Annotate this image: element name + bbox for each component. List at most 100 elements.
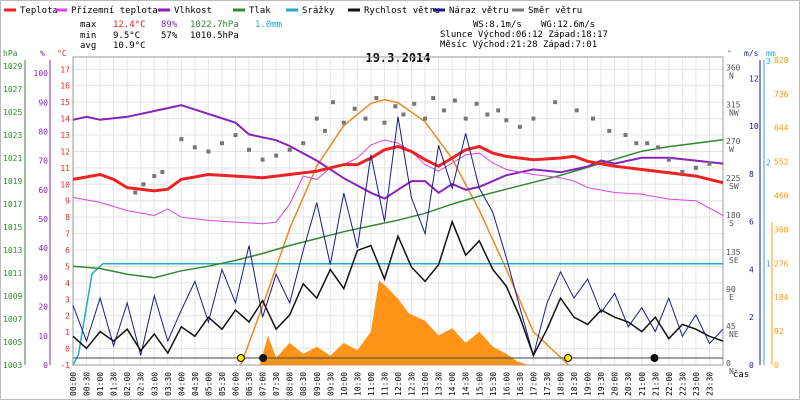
moonset-marker xyxy=(259,354,268,362)
tick-wm2: 460 xyxy=(774,192,789,201)
tick-degc: 14 xyxy=(60,115,70,124)
tick-time: 02:30 xyxy=(137,372,146,396)
tick-dir-label: N xyxy=(729,367,734,376)
legend-label-5: Rychlost větru xyxy=(364,6,440,16)
tick-pct: 70 xyxy=(38,157,48,166)
moon-info: Měsíc Východ:21:28 Západ:7:01 xyxy=(440,40,597,50)
sunset-marker xyxy=(564,354,573,362)
tick-dir-deg: 360 xyxy=(726,63,741,72)
tick-time: 02:00 xyxy=(123,372,132,396)
tick-degc: 9 xyxy=(65,197,70,206)
tick-time: 08:00 xyxy=(286,372,295,396)
tick-time: 22:30 xyxy=(678,372,687,396)
tick-pct: 40 xyxy=(38,244,48,253)
legend-label-4: Srážky xyxy=(302,6,335,16)
tick-time: 00:30 xyxy=(83,372,92,396)
tick-pct: 10 xyxy=(38,332,48,341)
tick-dir-label: NE xyxy=(729,330,739,339)
tick-time: 10:30 xyxy=(353,372,362,396)
wind-direction-point xyxy=(623,133,628,138)
wind-direction-point xyxy=(656,145,660,150)
wind-direction-point xyxy=(179,137,184,142)
axes: hPa1003100510071009101110131015101710191… xyxy=(3,49,789,396)
tick-pct: 20 xyxy=(38,303,48,312)
tick-time: 19:30 xyxy=(597,372,606,396)
stats-block: max 12.4°C 89% 1022.7hPa 1.0mm min 9.5°C… xyxy=(80,20,282,51)
tick-hpa: 1019 xyxy=(3,177,22,186)
tick-wm2: 552 xyxy=(774,158,789,167)
tick-wm2: 828 xyxy=(774,56,789,65)
tick-degc: 15 xyxy=(60,98,70,107)
tick-hpa: 1005 xyxy=(3,338,22,347)
legend: Teplota Přízemní teplota Vlhkost Tlak Srážky… xyxy=(4,6,582,16)
tick-degc: 3 xyxy=(65,295,70,304)
axis-unit-ms: m/s xyxy=(744,49,759,58)
tick-degc: 1 xyxy=(65,328,70,337)
tick-time: 08:30 xyxy=(299,372,308,396)
tick-time: 21:30 xyxy=(651,372,660,396)
wind-direction-point xyxy=(152,174,157,179)
tick-ms: 4 xyxy=(749,265,754,274)
tick-time: 09:00 xyxy=(313,372,322,396)
max-hum: 89% xyxy=(161,20,178,30)
tick-hpa: 1013 xyxy=(3,246,22,255)
tick-dir-deg: 270 xyxy=(726,137,741,146)
wind-direction-point xyxy=(352,106,357,111)
wind-direction-point xyxy=(331,100,335,105)
grid xyxy=(72,56,724,366)
legend-label-1: Přízemní teplota xyxy=(71,6,158,16)
max-label: max xyxy=(80,20,97,30)
axis-unit-dir: ° xyxy=(727,49,732,58)
wind-direction-point xyxy=(401,112,406,117)
tick-ms: 12 xyxy=(749,74,759,83)
wind-direction-point xyxy=(531,116,536,121)
tick-time: 17:30 xyxy=(543,372,552,396)
tick-degc: 5 xyxy=(65,262,70,271)
wind-direction-point xyxy=(219,141,224,146)
tick-time: 16:00 xyxy=(502,372,511,396)
tick-time: 18:00 xyxy=(557,372,566,396)
tick-time: 04:00 xyxy=(177,372,186,396)
tick-time: 01:30 xyxy=(110,372,119,396)
info-block: WS:8.1m/s WG:12.6m/s Slunce Východ:06:12… xyxy=(440,20,608,50)
tick-degc: 16 xyxy=(60,82,70,91)
tick-dir-label: SE xyxy=(729,256,739,265)
wind-direction-point xyxy=(553,100,558,105)
tick-wm2: 368 xyxy=(774,225,789,234)
tick-time: 23:00 xyxy=(692,372,701,396)
tick-time: 14:30 xyxy=(462,372,471,396)
sunrise-marker xyxy=(236,354,245,362)
tick-dir-label: N xyxy=(729,71,734,80)
wind-direction-point xyxy=(517,124,522,129)
axis-unit-degc: °C xyxy=(57,49,67,58)
series-wind-gust xyxy=(72,116,724,358)
tick-ms: 0 xyxy=(749,361,754,370)
series-ground-temperature xyxy=(72,139,724,225)
wind-direction-point xyxy=(322,128,327,133)
tick-degc: 2 xyxy=(65,312,70,321)
tick-dir-label: NW xyxy=(729,108,739,117)
wind-direction-point xyxy=(707,161,712,166)
tick-ms: 10 xyxy=(749,122,759,131)
wind-direction-point xyxy=(141,182,146,187)
wind-direction-point xyxy=(452,98,457,103)
tick-dir-deg: 90 xyxy=(726,285,736,294)
min-label: min xyxy=(80,31,96,41)
tick-pct: 50 xyxy=(38,215,48,224)
tick-dir-deg: 225 xyxy=(726,174,741,183)
tick-degc: 7 xyxy=(65,230,70,239)
axis-unit-mm: mm xyxy=(766,49,776,58)
tick-time: 03:30 xyxy=(164,372,173,396)
moonrise-marker xyxy=(650,354,659,362)
wind-direction-point xyxy=(133,190,138,195)
wind-direction-point xyxy=(233,133,238,138)
tick-mm: 1 xyxy=(766,260,771,269)
wind-direction-point xyxy=(504,118,509,123)
tick-time: 16:30 xyxy=(516,372,525,396)
wind-direction-point xyxy=(607,128,612,133)
tick-mm: 2 xyxy=(766,158,771,167)
tick-dir-label: W xyxy=(729,145,734,154)
min-temp: 9.5°C xyxy=(113,31,140,41)
sun-info: Slunce Východ:06:12 Západ:18:17 xyxy=(440,30,608,40)
